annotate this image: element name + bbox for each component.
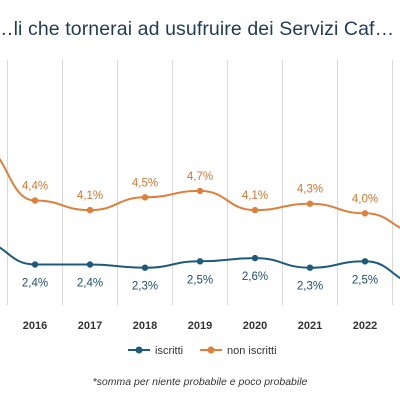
data-label-iscritti: 2,4% — [77, 278, 103, 290]
data-point-iscritti — [31, 261, 39, 268]
data-label-iscritti: 2,3% — [297, 281, 323, 293]
data-label-iscritti: 2,3% — [132, 281, 158, 293]
data-label-iscritti: 2,5% — [352, 274, 378, 286]
x-tick-label: 2017 — [78, 320, 102, 332]
legend: iscritti non iscritti — [128, 345, 277, 357]
data-label-non-iscritti: 4,7% — [187, 171, 213, 183]
x-tick-label: 2021 — [298, 320, 322, 332]
data-label-non-iscritti: 4,1% — [77, 190, 103, 202]
x-axis-tick-labels: 2016 2017 2018 2019 2020 2021 2022 — [23, 320, 377, 332]
data-label-non-iscritti: 4,0% — [352, 193, 378, 205]
legend-item-non-iscritti: non iscritti — [200, 345, 277, 357]
data-point-non-iscritti — [196, 187, 204, 195]
x-tick-label: 2020 — [243, 320, 267, 332]
chart-title: …li che tornerai ad usufruire dei Serviz… — [0, 18, 395, 40]
data-point-non-iscritti — [251, 206, 259, 214]
legend-label-non-iscritti: non iscritti — [227, 345, 277, 357]
x-tick-label: 2022 — [353, 320, 377, 332]
data-label-iscritti: 2,5% — [187, 274, 213, 286]
data-point-non-iscritti — [86, 206, 94, 214]
data-labels: 2,4% 2,4% 2,3% 2,5% 2,6% 2,3% 2,5% 4,4% 4,1% 4,5%… — [22, 171, 378, 293]
data-point-iscritti — [251, 254, 259, 262]
legend-marker-non-iscritti — [207, 346, 215, 354]
x-tick-label: 2018 — [133, 320, 157, 332]
data-point-iscritti — [196, 258, 204, 265]
data-label-iscritti: 2,4% — [22, 278, 48, 290]
data-point-non-iscritti — [306, 200, 314, 207]
x-tick-label: 2016 — [23, 320, 47, 332]
x-tick-label: 2019 — [188, 320, 212, 332]
data-point-iscritti — [86, 261, 94, 268]
data-label-non-iscritti: 4,1% — [242, 190, 268, 202]
data-label-non-iscritti: 4,4% — [22, 181, 48, 193]
legend-marker-iscritti — [135, 346, 143, 354]
legend-item-iscritti: iscritti — [128, 345, 183, 357]
data-point-non-iscritti — [141, 194, 149, 201]
legend-label-iscritti: iscritti — [155, 345, 183, 357]
data-point-iscritti — [361, 258, 369, 265]
data-point-non-iscritti — [361, 210, 369, 217]
data-point-non-iscritti — [31, 197, 39, 204]
data-point-iscritti — [141, 264, 149, 271]
footnote: *somma per niente probabile e poco proba… — [92, 376, 308, 388]
data-label-iscritti: 2,6% — [242, 271, 268, 283]
data-label-non-iscritti: 4,5% — [132, 177, 158, 189]
series-lines — [0, 158, 400, 280]
data-point-iscritti — [306, 264, 314, 271]
data-label-non-iscritti: 4,3% — [297, 184, 323, 196]
